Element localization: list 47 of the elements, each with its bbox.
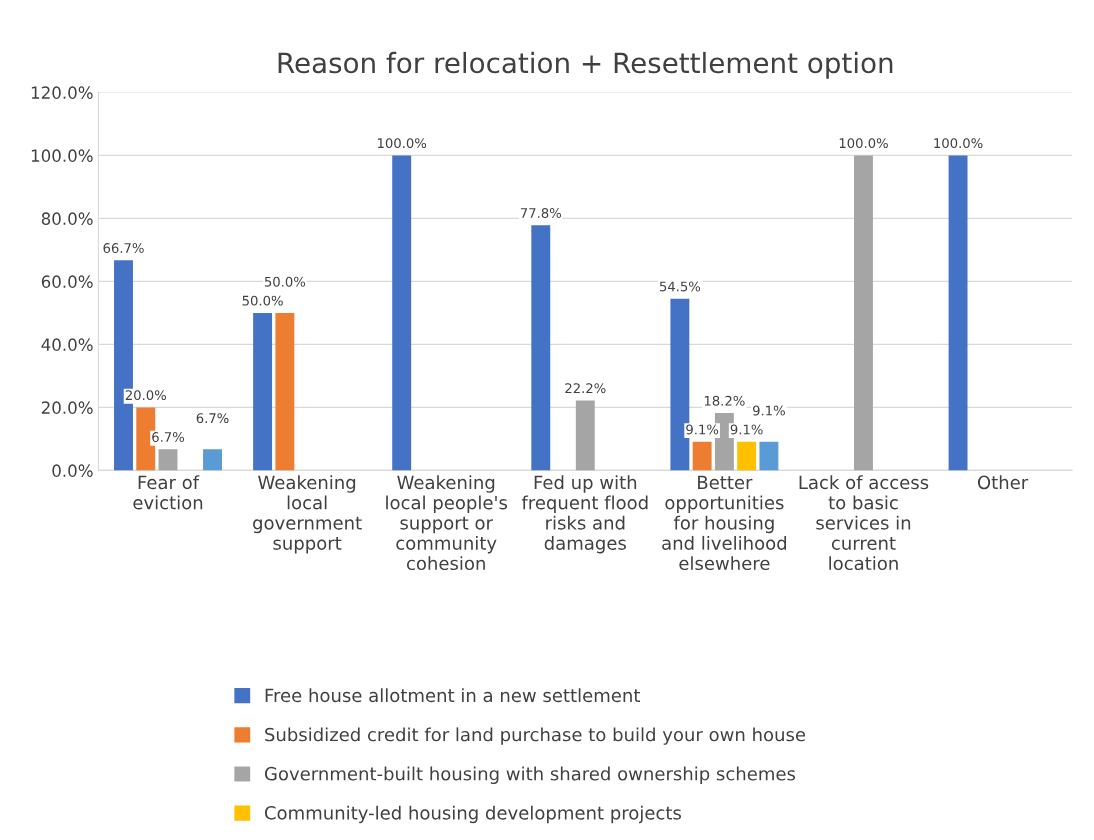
- legend-label: Free house allotment in a new settlement: [265, 688, 641, 703]
- data-label: 22.2%: [565, 383, 606, 394]
- bar: [275, 312, 295, 471]
- data-label: 77.8%: [520, 208, 562, 219]
- bar: [392, 155, 412, 471]
- y-tick-label: 120.0%: [31, 86, 93, 99]
- y-tick-label: 20.0%: [41, 401, 93, 414]
- data-label: 50.0%: [264, 276, 306, 287]
- data-label: 6.7%: [196, 413, 229, 424]
- bar: [203, 449, 222, 471]
- y-tick-label: 60.0%: [41, 275, 93, 288]
- chart-title: Reason for relocation + Resettlement option: [278, 51, 893, 79]
- y-tick-label: 100.0%: [31, 149, 93, 162]
- x-tick-label: Fed up with frequent flood risks and damages: [521, 475, 648, 554]
- bar: [854, 155, 873, 471]
- data-label: 100.0%: [377, 138, 427, 149]
- bar: [158, 449, 178, 471]
- legend-label: Community-led housing development projects: [264, 805, 681, 824]
- legend-label: Subsidized credit for land purchase to build your own house: [265, 727, 806, 745]
- data-label: 50.0%: [242, 295, 283, 306]
- y-tick-label: 80.0%: [41, 212, 93, 225]
- bar: [759, 441, 779, 471]
- bar: [948, 155, 968, 471]
- data-label: 66.7%: [103, 243, 144, 254]
- x-tick-label: Lack of access to basic services in current location: [799, 475, 929, 571]
- data-label: 100.0%: [934, 138, 983, 149]
- y-tick-label: 40.0%: [41, 338, 93, 351]
- data-label: 54.5%: [659, 281, 701, 292]
- data-label: 9.1%: [730, 424, 763, 435]
- y-tick-label: 0.0%: [52, 464, 93, 477]
- data-label: 6.7%: [152, 432, 185, 443]
- bar: [692, 441, 712, 471]
- bar: [531, 225, 551, 471]
- data-label: 9.1%: [686, 424, 719, 435]
- x-tick-label: Weakening local people's support or community cohesion: [386, 475, 507, 571]
- x-tick-label: Weakening local government support: [253, 475, 362, 554]
- data-label: 20.0%: [125, 390, 166, 401]
- legend-label: Government-built housing with shared ownership schemes: [264, 766, 796, 785]
- bar: [253, 312, 273, 471]
- x-tick-label: Other: [977, 475, 1029, 490]
- x-tick-label: Fear of eviction: [133, 475, 203, 510]
- data-label: 9.1%: [752, 405, 785, 416]
- bar: [575, 400, 595, 471]
- data-label: 100.0%: [839, 138, 888, 149]
- x-tick-label: Better opportunities for housing and livelihood elsewhere: [662, 475, 787, 571]
- bar: [737, 441, 757, 471]
- data-label: 18.2%: [704, 395, 745, 406]
